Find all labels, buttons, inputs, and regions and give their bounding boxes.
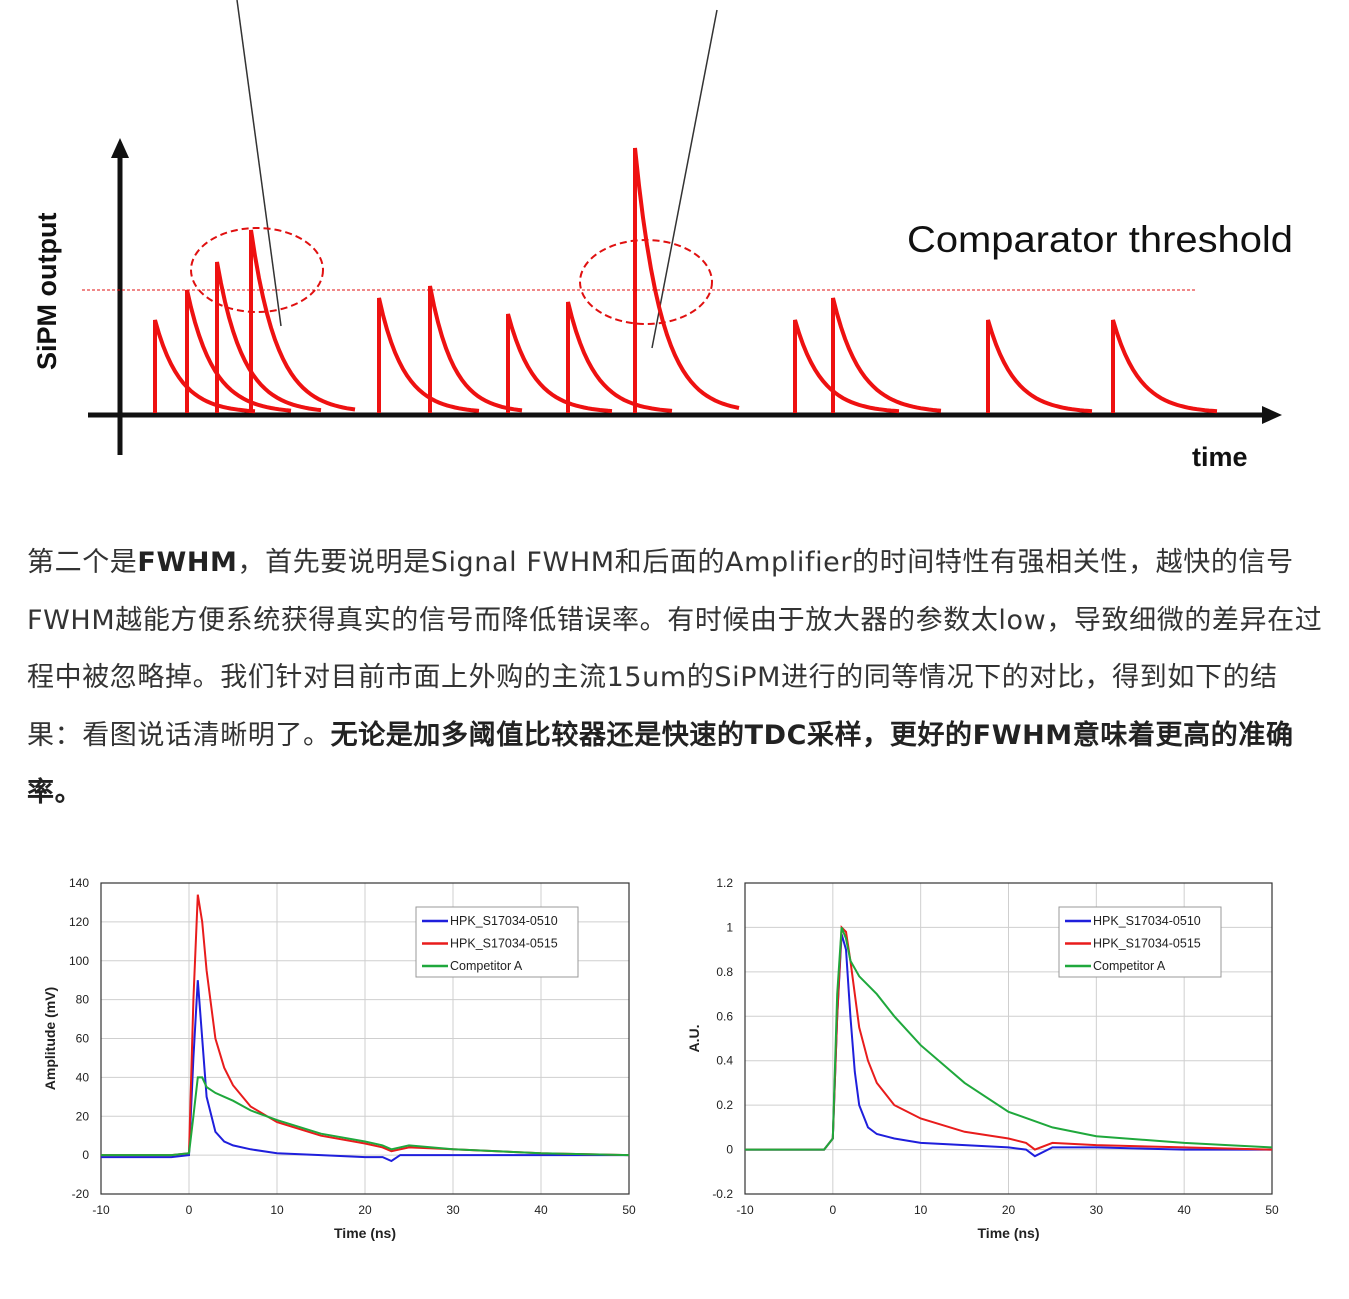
legend-label: HPK_S17034-0510 — [450, 914, 558, 928]
x-tick-label: 30 — [1090, 1203, 1104, 1217]
pileup-highlight-circle — [190, 227, 324, 313]
y-tick-label: 0 — [726, 1143, 733, 1157]
article-fwhm-keyword: FWHM — [137, 547, 238, 578]
article-conclusion: 无论是加多阈值比较器还是快速的TDC采样，更好的FWHM意味着更高的准确率。 — [27, 719, 1294, 809]
legend-label: Competitor A — [1093, 959, 1166, 973]
diagram-y-axis-label: SiPM output — [32, 213, 62, 370]
diagram-annotation-line-right — [651, 9, 718, 349]
sipm-pulse — [249, 229, 356, 413]
sipm-pulse — [831, 297, 942, 413]
diagram-x-axis-arrow — [1262, 406, 1282, 424]
x-tick-label: 50 — [1265, 1203, 1279, 1217]
article-sentence-intro: 第二个是 — [27, 547, 138, 578]
article-paragraph: 第二个是FWHM，首先要说明是Signal FWHM和后面的Amplifier的… — [27, 534, 1327, 822]
x-tick-label: 40 — [534, 1203, 548, 1217]
y-tick-label: 0.8 — [716, 965, 733, 979]
diagram-y-axis-arrow — [111, 138, 129, 158]
y-tick-label: 0.6 — [716, 1009, 733, 1023]
sipm-pulse — [506, 313, 613, 414]
y-tick-label: 1 — [726, 920, 733, 934]
normalized-chart: -10 0 10 20 30 40 50 -0.2 0 0.2 0.4 0.6 0.8 1 1.2 Time … — [686, 876, 1279, 1241]
x-tick-label: -10 — [736, 1203, 754, 1217]
plot-frame — [100, 882, 630, 1195]
legend-label: HPK_S17034-0515 — [1093, 937, 1201, 951]
x-tick-label: 10 — [914, 1203, 928, 1217]
y-tick-label: 0 — [82, 1148, 89, 1162]
series-line — [745, 927, 1273, 1151]
y-tick-label: 0.2 — [716, 1098, 733, 1112]
x-tick-label: 0 — [829, 1203, 836, 1217]
sipm-pulse — [1111, 319, 1218, 414]
x-tick-label: 40 — [1177, 1203, 1191, 1217]
legend-label: Competitor A — [450, 959, 523, 973]
sipm-pulse — [377, 297, 480, 413]
sipm-pulses — [153, 147, 1218, 414]
y-tick-label: -20 — [72, 1187, 90, 1201]
amplitude-chart: -10 0 10 20 30 40 50 -20 0 20 40 60 80 100 120 140 Time … — [42, 876, 636, 1241]
y-tick-label: 80 — [76, 993, 90, 1007]
x-axis-title: Time (ns) — [978, 1225, 1040, 1241]
diagram-annotation-line-left — [236, 0, 282, 327]
legend-label: HPK_S17034-0515 — [450, 937, 558, 951]
x-axis-title: Time (ns) — [334, 1225, 396, 1241]
x-tick-label: 20 — [1002, 1203, 1016, 1217]
y-tick-label: 140 — [69, 876, 89, 890]
y-tick-label: 20 — [76, 1109, 90, 1123]
y-tick-label: 40 — [76, 1070, 90, 1084]
legend-label: HPK_S17034-0510 — [1093, 914, 1201, 928]
y-tick-label: 120 — [69, 915, 89, 929]
x-tick-label: 30 — [446, 1203, 460, 1217]
y-tick-label: 1.2 — [716, 876, 733, 890]
sipm-pulse — [153, 319, 256, 414]
large-pulse-highlight-circle — [579, 239, 713, 325]
sipm-pulse — [185, 289, 292, 413]
x-tick-label: -10 — [92, 1203, 110, 1217]
sipm-pulse — [793, 319, 900, 414]
x-tick-label: 0 — [186, 1203, 193, 1217]
sipm-pulse — [215, 261, 322, 413]
sipm-pulse — [633, 147, 740, 413]
y-tick-label: 60 — [76, 1032, 90, 1046]
y-tick-label: -0.2 — [712, 1187, 733, 1201]
article-body: ，首先要说明是Signal FWHM和后面的Amplifier的时间特性有强相关… — [27, 547, 1323, 751]
x-tick-label: 20 — [358, 1203, 372, 1217]
y-axis-title: Amplitude (mV) — [42, 987, 58, 1090]
y-tick-label: 0.4 — [716, 1054, 733, 1068]
sipm-pulse — [566, 301, 673, 413]
sipm-pulse — [986, 319, 1093, 414]
y-tick-label: 100 — [69, 954, 89, 968]
diagram-x-axis-label: time — [1192, 442, 1248, 472]
series-line — [101, 1076, 630, 1157]
y-axis-title: A.U. — [686, 1025, 702, 1053]
series-line — [101, 980, 629, 1163]
comparator-threshold-label: Comparator threshold — [907, 219, 1293, 260]
x-tick-label: 10 — [270, 1203, 284, 1217]
sipm-threshold-diagram: SiPM output time Comparator threshold — [32, 0, 1293, 472]
plot-frame — [744, 882, 1273, 1195]
x-tick-label: 50 — [622, 1203, 636, 1217]
